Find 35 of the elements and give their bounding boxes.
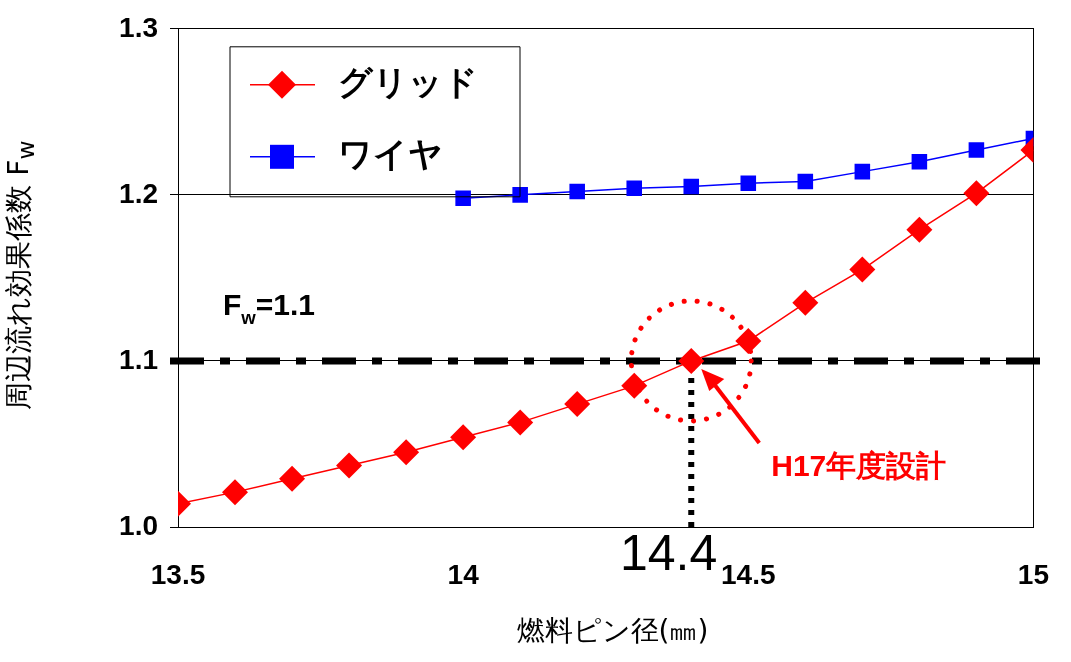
point [963, 180, 990, 207]
y-tick-label: 1.2 [119, 177, 158, 209]
point [792, 289, 819, 316]
point [393, 439, 420, 466]
point [678, 347, 705, 374]
x-tick-label: 14.5 [721, 558, 776, 590]
point [222, 479, 249, 506]
y-tick-label: 1.3 [119, 11, 158, 43]
point [450, 424, 477, 451]
point [626, 180, 643, 196]
point [849, 256, 876, 283]
point [968, 142, 985, 158]
point [683, 178, 700, 195]
x-axis-title: 燃料ピン径(㎜) [515, 613, 710, 649]
y-tick-label: 1.0 [119, 509, 158, 541]
y-tick-label: 1.1 [119, 343, 158, 375]
annotation: H17年度設計 [771, 449, 947, 483]
point [455, 190, 471, 206]
point [569, 183, 585, 200]
point [279, 465, 306, 492]
x-tick-label: 13.5 [150, 558, 206, 590]
point [797, 173, 814, 190]
point [507, 409, 534, 436]
point [336, 452, 363, 479]
ref-line-label: 14.4 [619, 524, 718, 581]
x-tick-label: 15 [1017, 558, 1050, 590]
point [564, 391, 591, 418]
point [735, 328, 762, 355]
point [854, 163, 871, 180]
point [906, 216, 933, 243]
point [740, 175, 757, 192]
legend-label: ワイヤ [338, 133, 443, 174]
legend-label: グリッド [338, 61, 478, 102]
point [911, 153, 928, 170]
x-tick-label: 14 [447, 558, 480, 590]
